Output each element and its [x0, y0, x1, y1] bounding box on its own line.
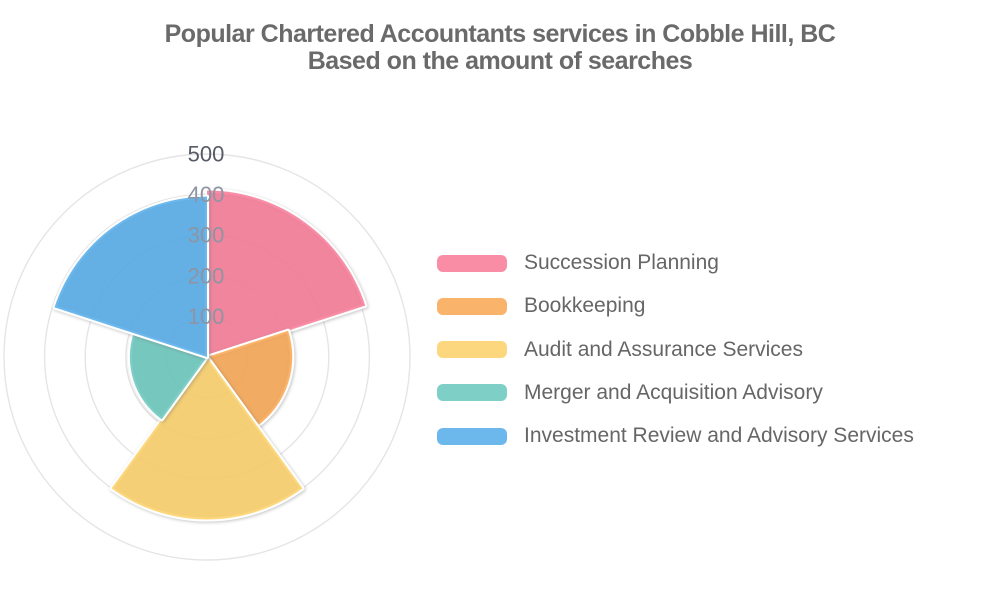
chart-title: Popular Chartered Accountants services i… — [0, 21, 1000, 75]
legend-label-bookkeeping: Bookkeeping — [524, 294, 646, 318]
legend-swatch-audit-and-assurance-services — [437, 341, 507, 359]
legend-item-investment-review-and-advisory-services[interactable]: Investment Review and Advisory Services — [437, 424, 914, 448]
sectors — [52, 188, 368, 522]
legend-label-audit-and-assurance-services: Audit and Assurance Services — [524, 337, 803, 361]
sector-merger-and-acquisition-advisory[interactable] — [127, 331, 210, 422]
radial-axis-ticks: 100 200 300 400 500 — [188, 142, 225, 329]
grid-ring-500 — [3, 153, 411, 561]
legend-item-merger-and-acquisition-advisory[interactable]: Merger and Acquisition Advisory — [437, 380, 914, 404]
radial-tick-label-400: 400 — [188, 182, 225, 207]
radial-tick-label-200: 200 — [188, 263, 225, 288]
legend-swatch-merger-and-acquisition-advisory — [437, 384, 507, 402]
sector-succession-planning[interactable] — [204, 188, 368, 360]
legend-swatch-investment-review-and-advisory-services — [437, 427, 507, 445]
radial-tick-label-100: 100 — [188, 304, 225, 329]
legend-item-succession-planning[interactable]: Succession Planning — [437, 251, 914, 274]
legend-item-bookkeeping[interactable]: Bookkeeping — [437, 294, 914, 318]
legend-label-merger-and-acquisition-advisory: Merger and Acquisition Advisory — [524, 380, 823, 404]
legend: Succession Planning Bookkeeping Audit and … — [437, 251, 914, 468]
legend-swatch-bookkeeping — [437, 297, 507, 315]
chart-title-line1: Popular Chartered Accountants services i… — [164, 20, 836, 48]
sector-investment-review-and-advisory-services[interactable] — [52, 194, 210, 360]
legend-item-audit-and-assurance-services[interactable]: Audit and Assurance Services — [437, 337, 914, 361]
sector-bookkeeping[interactable] — [204, 328, 295, 429]
sector-audit-and-assurance-services[interactable] — [109, 354, 305, 522]
legend-label-investment-review-and-advisory-services: Investment Review and Advisory Services — [524, 424, 914, 448]
radial-tick-label-500: 500 — [188, 142, 225, 167]
legend-swatch-succession-planning — [437, 254, 507, 272]
radial-tick-label-300: 300 — [188, 223, 225, 248]
legend-label-succession-planning: Succession Planning — [524, 251, 719, 274]
chart-title-line2: Based on the amount of searches — [307, 47, 693, 75]
